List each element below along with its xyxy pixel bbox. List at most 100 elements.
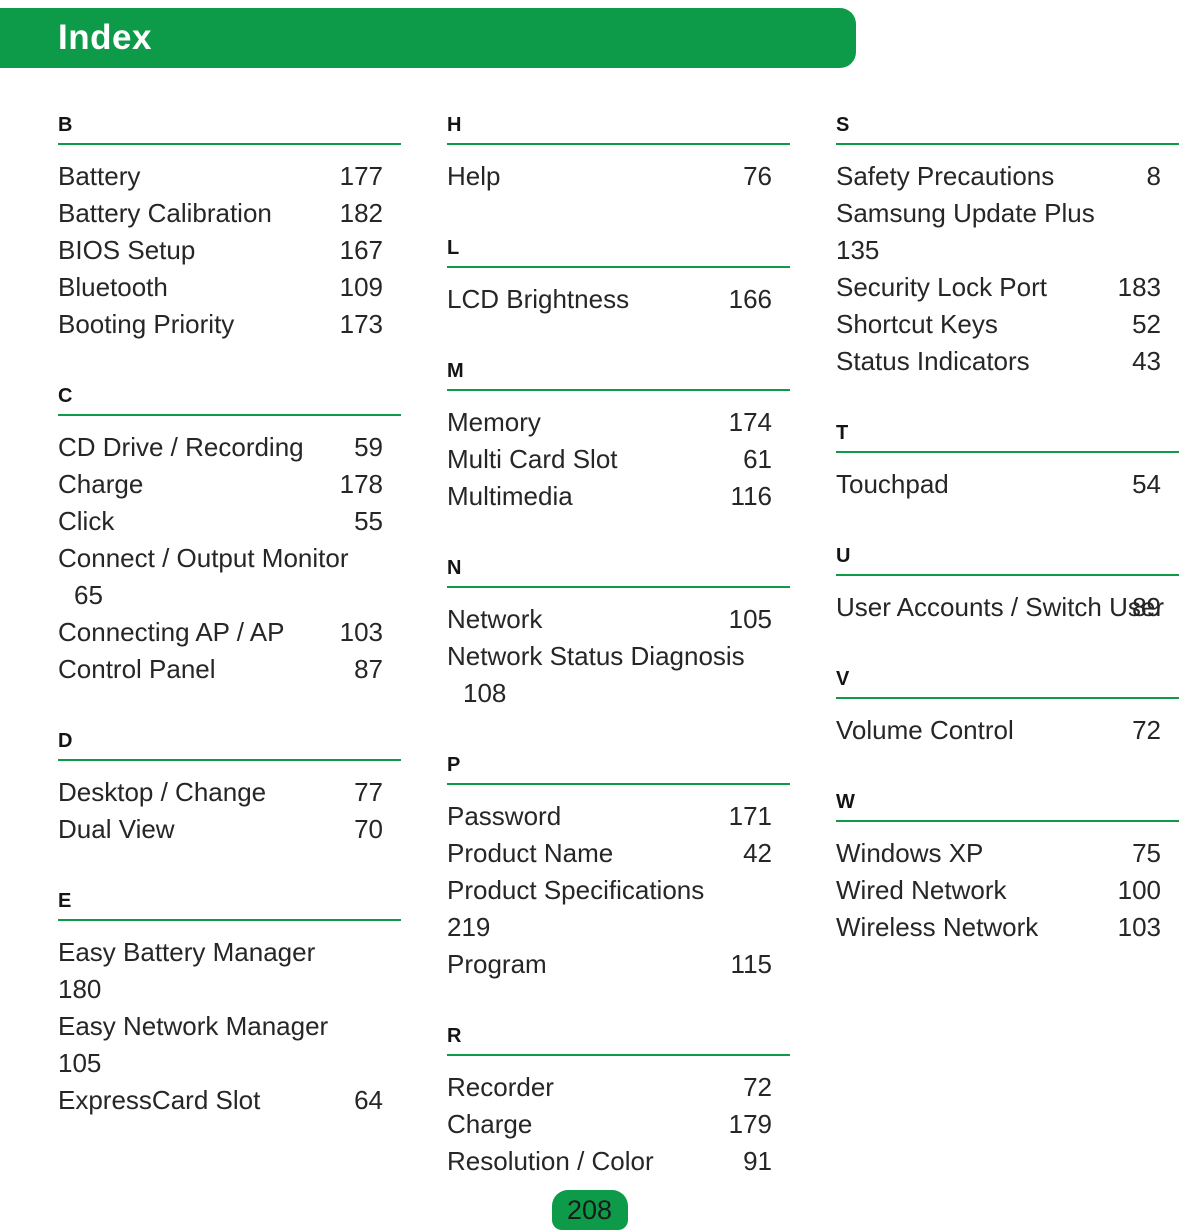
entry-label: Security Lock Port <box>836 272 1047 302</box>
entry-page: 135 <box>836 235 880 265</box>
entry-page: 182 <box>339 198 383 228</box>
entry-label: Volume Control <box>836 715 1014 745</box>
page-footer: 208 <box>551 1190 628 1230</box>
index-entry: Desktop / Change 77 <box>58 774 401 811</box>
index-entry: User Accounts / Switch User 89 <box>836 589 1179 626</box>
entry-page: 59 <box>354 432 383 462</box>
entry-page: 64 <box>354 1085 383 1115</box>
index-entry: ExpressCard Slot 64 <box>58 1082 401 1119</box>
entry-label: Windows XP <box>836 838 984 868</box>
entry-label: Dual View <box>58 814 175 844</box>
section-rule <box>58 919 401 921</box>
section-rule <box>836 697 1179 699</box>
index-entry: Wireless Network 103 <box>836 909 1179 946</box>
entry-page: 54 <box>1132 469 1161 499</box>
section-rule <box>836 451 1179 453</box>
entry-page: 105 <box>58 1048 102 1078</box>
index-section: C CD Drive / Recording 59 Charge 178 Click 55 C… <box>58 385 401 688</box>
index-entry: Network Status Diagnosis 108 <box>447 638 790 712</box>
entry-label: Control Panel <box>58 654 216 684</box>
section-rule <box>836 820 1179 822</box>
index-entry: Help 76 <box>447 158 790 195</box>
entry-page: 166 <box>728 284 772 314</box>
index-section: U User Accounts / Switch User 89 <box>836 545 1179 626</box>
entry-label: Charge <box>447 1109 533 1139</box>
section-rule <box>447 389 790 391</box>
index-entry: Security Lock Port 183 <box>836 269 1179 306</box>
entry-page: 52 <box>1132 309 1161 339</box>
entry-page: 72 <box>743 1072 772 1102</box>
index-page: Index B Battery 177 Battery Calibration 182 B… <box>0 8 1179 1230</box>
entry-label: Desktop / Change <box>58 777 267 807</box>
index-entry: Product Name 42 <box>447 835 790 872</box>
page-number-badge: 208 <box>551 1190 628 1230</box>
index-entry: Touchpad 54 <box>836 466 1179 503</box>
index-entry: Wired Network 100 <box>836 872 1179 909</box>
entry-label: Network <box>447 604 543 634</box>
entry-label: Recorder <box>447 1072 554 1102</box>
entry-page: 42 <box>743 838 772 868</box>
index-entry: Charge 178 <box>58 466 401 503</box>
entry-page: 91 <box>743 1146 772 1176</box>
index-entry: Bluetooth 109 <box>58 269 401 306</box>
index-entry: Multimedia 116 <box>447 478 790 515</box>
entry-label: Click <box>58 506 115 536</box>
section-letter: H <box>447 114 462 136</box>
index-entry: Volume Control 72 <box>836 712 1179 749</box>
index-section: L LCD Brightness 166 <box>447 237 790 318</box>
index-entry: Resolution / Color 91 <box>447 1143 790 1180</box>
entry-page: 103 <box>1117 912 1161 942</box>
entry-page: 100 <box>1117 875 1161 905</box>
entry-page: 8 <box>1146 161 1161 191</box>
entry-label: Samsung Update Plus <box>836 198 1095 228</box>
section-letter: N <box>447 557 462 579</box>
index-column: H Help 76 L LCD Brightness 166 M Memory 174 Multi… <box>447 114 790 1180</box>
index-entry: Charge 179 <box>447 1106 790 1143</box>
entry-label: Booting Priority <box>58 309 235 339</box>
index-entry: Safety Precautions 8 <box>836 158 1179 195</box>
index-entry: Shortcut Keys 52 <box>836 306 1179 343</box>
index-section: S Safety Precautions 8 Samsung Update Plus 1… <box>836 114 1179 380</box>
index-entry: Connecting AP / AP 103 <box>58 614 401 651</box>
entry-page: 179 <box>728 1109 772 1139</box>
page-title: Index <box>58 18 152 57</box>
index-column: B Battery 177 Battery Calibration 182 BIOS Se… <box>58 114 401 1119</box>
entry-label: ExpressCard Slot <box>58 1085 261 1115</box>
index-section: R Recorder 72 Charge 179 Resolution / Color 91 <box>447 1025 790 1180</box>
section-letter: C <box>58 385 73 407</box>
entry-label: Battery Calibration <box>58 198 272 228</box>
index-entry: Easy Battery Manager 180 <box>58 934 401 1008</box>
index-section: H Help 76 <box>447 114 790 195</box>
entry-label: Password <box>447 801 562 831</box>
index-entry: Recorder 72 <box>447 1069 790 1106</box>
entry-page: 219 <box>447 912 491 942</box>
entry-label: Shortcut Keys <box>836 309 998 339</box>
entry-label: User Accounts / Switch User <box>836 592 1164 622</box>
entry-page: 178 <box>339 469 383 499</box>
entry-page: 171 <box>728 801 772 831</box>
section-rule <box>447 783 790 785</box>
entry-page: 87 <box>354 654 383 684</box>
entry-page: 65 <box>74 580 103 610</box>
section-letter: L <box>447 237 460 259</box>
entry-label: Bluetooth <box>58 272 168 302</box>
section-letter: R <box>447 1025 462 1047</box>
entry-label: Charge <box>58 469 144 499</box>
entry-page: 115 <box>730 949 772 979</box>
section-rule <box>58 143 401 145</box>
entry-label: Program <box>447 949 547 979</box>
entry-label: Multimedia <box>447 481 573 511</box>
index-entry: Memory 174 <box>447 404 790 441</box>
entry-label: Easy Network Manager <box>58 1011 329 1041</box>
entry-label: Multi Card Slot <box>447 444 618 474</box>
entry-label: Product Specifications <box>447 875 705 905</box>
index-section: E Easy Battery Manager 180 Easy Network Man… <box>58 890 401 1119</box>
entry-page: 72 <box>1132 715 1161 745</box>
entry-label: Resolution / Color <box>447 1146 654 1176</box>
section-letter: M <box>447 360 464 382</box>
entry-page: 76 <box>743 161 772 191</box>
index-entry: Samsung Update Plus 135 <box>836 195 1179 269</box>
section-rule <box>447 266 790 268</box>
entry-label: Product Name <box>447 838 614 868</box>
entry-label: Safety Precautions <box>836 161 1055 191</box>
